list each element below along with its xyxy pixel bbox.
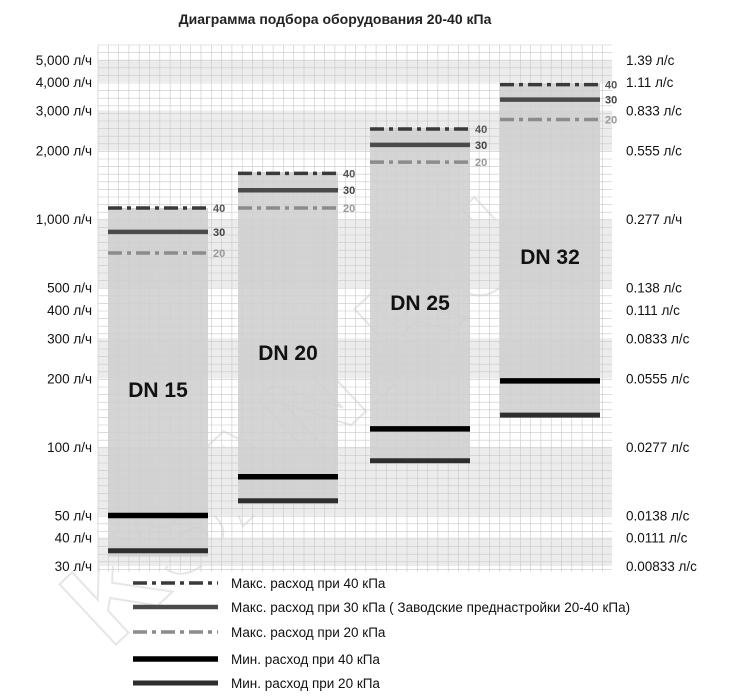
y-tick-label-left: 50 л/ч [55, 508, 92, 523]
y-tick-label-right: 0.833 л/с [626, 104, 682, 119]
bar-dn-25: 40 30 20 DN 25 [370, 124, 487, 464]
y-tick-label-left: 200 л/ч [47, 371, 92, 386]
y-tick-label-right: 0.00833 л/с [626, 559, 697, 574]
y-tick-label-right: 1.39 л/с [626, 53, 675, 68]
bar-label: DN 20 [258, 342, 318, 365]
y-tick-label-right: 0.0555 л/с [626, 371, 690, 386]
legend-label: Макс. расход при 30 кПа ( Заводские пред… [231, 600, 630, 615]
y-tick-label-left: 300 л/ч [47, 331, 92, 346]
range-bars: 40 30 20 DN 15 40 30 20 DN 20 40 30 20 DN 25 40 30 20 D… [108, 80, 617, 557]
line-tag-30: 30 [475, 140, 487, 152]
y-tick-label-left: 2,000 л/ч [36, 144, 92, 159]
bar-range-box [238, 172, 338, 505]
line-tag-40: 40 [605, 80, 617, 92]
background-band [98, 60, 612, 83]
legend-label: Макс. расход при 20 кПа [231, 625, 386, 640]
bar-range-box [500, 83, 600, 418]
bar-dn-15: 40 30 20 DN 15 [108, 203, 225, 557]
bar-label: DN 25 [390, 292, 450, 315]
y-tick-label-right: 0.138 л/с [626, 281, 682, 296]
y-tick-label-right: 0.0138 л/с [626, 508, 690, 523]
y-tick-label-right: 0.277 л/ч [626, 212, 682, 227]
line-tag-40: 40 [475, 124, 487, 136]
line-tag-30: 30 [605, 95, 617, 107]
y-tick-label-right: 0.0833 л/с [626, 331, 690, 346]
y-tick-label-right: 0.0277 л/с [626, 440, 690, 455]
y-tick-label-left: 40 л/ч [55, 531, 92, 546]
y-axis-left: 5,000 л/ч 4,000 л/ч 3,000 л/ч 2,000 л/ч 1,00… [36, 53, 92, 574]
chart-title: Диаграмма подбора оборудования 20-40 кПа [179, 11, 492, 27]
bar-range-box [108, 207, 208, 557]
legend-label: Мин. расход при 40 кПа [231, 652, 380, 667]
line-tag-20: 20 [605, 114, 617, 126]
y-tick-label-left: 5,000 л/ч [36, 53, 92, 68]
line-tag-40: 40 [343, 168, 355, 180]
legend-label: Макс. расход при 40 кПа [231, 576, 386, 591]
y-tick-label-right: 1.11 л/с [626, 75, 674, 90]
y-tick-label-right: 0.0111 л/с [626, 531, 688, 546]
y-tick-label-left: 3,000 л/ч [36, 104, 92, 119]
bar-range-box [370, 128, 470, 463]
y-tick-label-left: 500 л/ч [47, 281, 92, 296]
bar-label: DN 15 [128, 379, 188, 402]
line-tag-30: 30 [343, 185, 355, 197]
legend: Макс. расход при 40 кПа Макс. расход при … [133, 576, 630, 691]
y-tick-label-left: 400 л/ч [47, 303, 92, 318]
line-tag-20: 20 [475, 157, 487, 169]
y-tick-label-left: 1,000 л/ч [36, 212, 92, 227]
line-tag-30: 30 [213, 227, 225, 239]
line-tag-40: 40 [213, 203, 225, 215]
y-tick-label-left: 30 л/ч [55, 559, 92, 574]
y-tick-label-right: 0.111 л/с [626, 303, 680, 318]
bar-label: DN 32 [520, 246, 580, 269]
y-tick-label-right: 0.555 л/с [626, 144, 682, 159]
legend-label: Мин. расход при 20 кПа [231, 676, 380, 691]
line-tag-20: 20 [343, 203, 355, 215]
y-tick-label-left: 100 л/ч [47, 440, 92, 455]
line-tag-20: 20 [213, 248, 225, 260]
bar-dn-32: 40 30 20 DN 32 [500, 80, 617, 418]
y-tick-label-left: 4,000 л/ч [36, 75, 92, 90]
bar-dn-20: 40 30 20 DN 20 [238, 168, 355, 505]
y-axis-right: 1.39 л/с 1.11 л/с 0.833 л/с 0.555 л/с 0.277 … [626, 53, 697, 574]
